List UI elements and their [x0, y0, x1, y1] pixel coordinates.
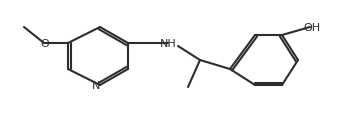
Text: OH: OH — [303, 23, 321, 33]
Text: N: N — [92, 80, 100, 90]
Text: NH: NH — [160, 39, 176, 49]
Text: O: O — [41, 39, 49, 49]
